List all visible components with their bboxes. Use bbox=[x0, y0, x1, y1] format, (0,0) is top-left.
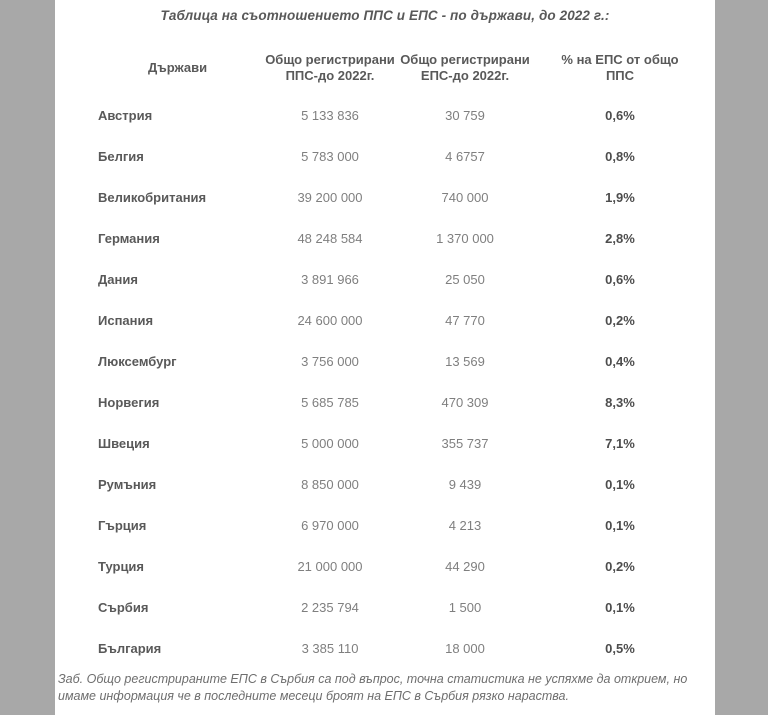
eps-cell: 355 737 bbox=[441, 436, 489, 451]
table-row: Сърбия 2 235 794 1 500 0,1% bbox=[98, 587, 705, 628]
table-row: Турция 21 000 000 44 290 0,2% bbox=[98, 546, 705, 587]
table-row: Румъния 8 850 000 9 439 0,1% bbox=[98, 464, 705, 505]
eps-cell: 25 050 bbox=[445, 272, 485, 287]
header-pct: % на ЕПС от общо ППС bbox=[561, 51, 679, 83]
table-row: България 3 385 110 18 000 0,5% bbox=[98, 628, 705, 669]
header-pps: Общо регистрирани ППС-до 2022г. bbox=[265, 51, 395, 83]
page-title: Таблица на съотношението ППС и ЕПС - по … bbox=[160, 8, 610, 23]
comparison-table: Държави Общо регистрирани ППС-до 2022г. … bbox=[98, 41, 705, 669]
pps-cell: 3 891 966 bbox=[301, 272, 359, 287]
pps-cell: 2 235 794 bbox=[301, 600, 359, 615]
pct-cell: 0,6% bbox=[605, 272, 635, 287]
eps-cell: 47 770 bbox=[445, 313, 485, 328]
eps-cell: 13 569 bbox=[445, 354, 485, 369]
pct-cell: 1,9% bbox=[605, 190, 635, 205]
pps-cell: 6 970 000 bbox=[301, 518, 359, 533]
table-row: Великобритания 39 200 000 740 000 1,9% bbox=[98, 177, 705, 218]
eps-cell: 470 309 bbox=[441, 395, 489, 410]
country-cell: Люксембург bbox=[98, 354, 177, 369]
eps-cell: 4 213 bbox=[448, 518, 482, 533]
eps-cell: 4 6757 bbox=[445, 149, 485, 164]
pps-cell: 5 133 836 bbox=[301, 108, 359, 123]
pps-cell: 24 600 000 bbox=[297, 313, 363, 328]
country-cell: България bbox=[98, 641, 162, 656]
country-cell: Гърция bbox=[98, 518, 147, 533]
pct-cell: 0,8% bbox=[605, 149, 635, 164]
pct-cell: 0,1% bbox=[605, 600, 635, 615]
eps-cell: 1 370 000 bbox=[436, 231, 494, 246]
country-cell: Турция bbox=[98, 559, 145, 574]
country-cell: Австрия bbox=[98, 108, 153, 123]
pct-cell: 0,6% bbox=[605, 108, 635, 123]
pps-cell: 5 000 000 bbox=[301, 436, 359, 451]
country-cell: Румъния bbox=[98, 477, 157, 492]
pps-cell: 3 385 110 bbox=[301, 641, 359, 656]
country-cell: Дания bbox=[98, 272, 138, 287]
eps-cell: 740 000 bbox=[441, 190, 489, 205]
pps-cell: 21 000 000 bbox=[297, 559, 363, 574]
pct-cell: 0,1% bbox=[605, 477, 635, 492]
country-cell: Швеция bbox=[98, 436, 150, 451]
header-country: Държави bbox=[148, 59, 208, 75]
pct-cell: 8,3% bbox=[605, 395, 635, 410]
table-row: Испания 24 600 000 47 770 0,2% bbox=[98, 300, 705, 341]
eps-cell: 44 290 bbox=[445, 559, 485, 574]
country-cell: Белгия bbox=[98, 149, 144, 164]
table-row: Норвегия 5 685 785 470 309 8,3% bbox=[98, 382, 705, 423]
document-sheet: Таблица на съотношението ППС и ЕПС - по … bbox=[55, 0, 715, 715]
country-cell: Германия bbox=[98, 231, 160, 246]
pct-cell: 0,2% bbox=[605, 559, 635, 574]
table-row: Австрия 5 133 836 30 759 0,6% bbox=[98, 95, 705, 136]
table-row: Дания 3 891 966 25 050 0,6% bbox=[98, 259, 705, 300]
table-header-row: Държави Общо регистрирани ППС-до 2022г. … bbox=[98, 41, 705, 95]
eps-cell: 9 439 bbox=[448, 477, 482, 492]
country-cell: Испания bbox=[98, 313, 154, 328]
table-row: Гърция 6 970 000 4 213 0,1% bbox=[98, 505, 705, 546]
pct-cell: 7,1% bbox=[605, 436, 635, 451]
country-cell: Великобритания bbox=[98, 190, 207, 205]
pps-cell: 48 248 584 bbox=[297, 231, 363, 246]
eps-cell: 18 000 bbox=[445, 641, 485, 656]
table-row: Люксембург 3 756 000 13 569 0,4% bbox=[98, 341, 705, 382]
pct-cell: 2,8% bbox=[605, 231, 635, 246]
table-row: Белгия 5 783 000 4 6757 0,8% bbox=[98, 136, 705, 177]
pct-cell: 0,1% bbox=[605, 518, 635, 533]
footnote: Заб. Общо регистрираните ЕПС в Сърбия са… bbox=[58, 672, 688, 704]
pps-cell: 5 685 785 bbox=[301, 395, 359, 410]
country-cell: Норвегия bbox=[98, 395, 160, 410]
eps-cell: 30 759 bbox=[445, 108, 485, 123]
pps-cell: 3 756 000 bbox=[301, 354, 359, 369]
pct-cell: 0,4% bbox=[605, 354, 635, 369]
pps-cell: 5 783 000 bbox=[301, 149, 359, 164]
pps-cell: 8 850 000 bbox=[301, 477, 359, 492]
header-eps: Общо регистрирани ЕПС-до 2022г. bbox=[400, 51, 530, 83]
table-row: Швеция 5 000 000 355 737 7,1% bbox=[98, 423, 705, 464]
pct-cell: 0,2% bbox=[605, 313, 635, 328]
pps-cell: 39 200 000 bbox=[297, 190, 363, 205]
eps-cell: 1 500 bbox=[448, 600, 482, 615]
pct-cell: 0,5% bbox=[605, 641, 635, 656]
table-row: Германия 48 248 584 1 370 000 2,8% bbox=[98, 218, 705, 259]
country-cell: Сърбия bbox=[98, 600, 149, 615]
